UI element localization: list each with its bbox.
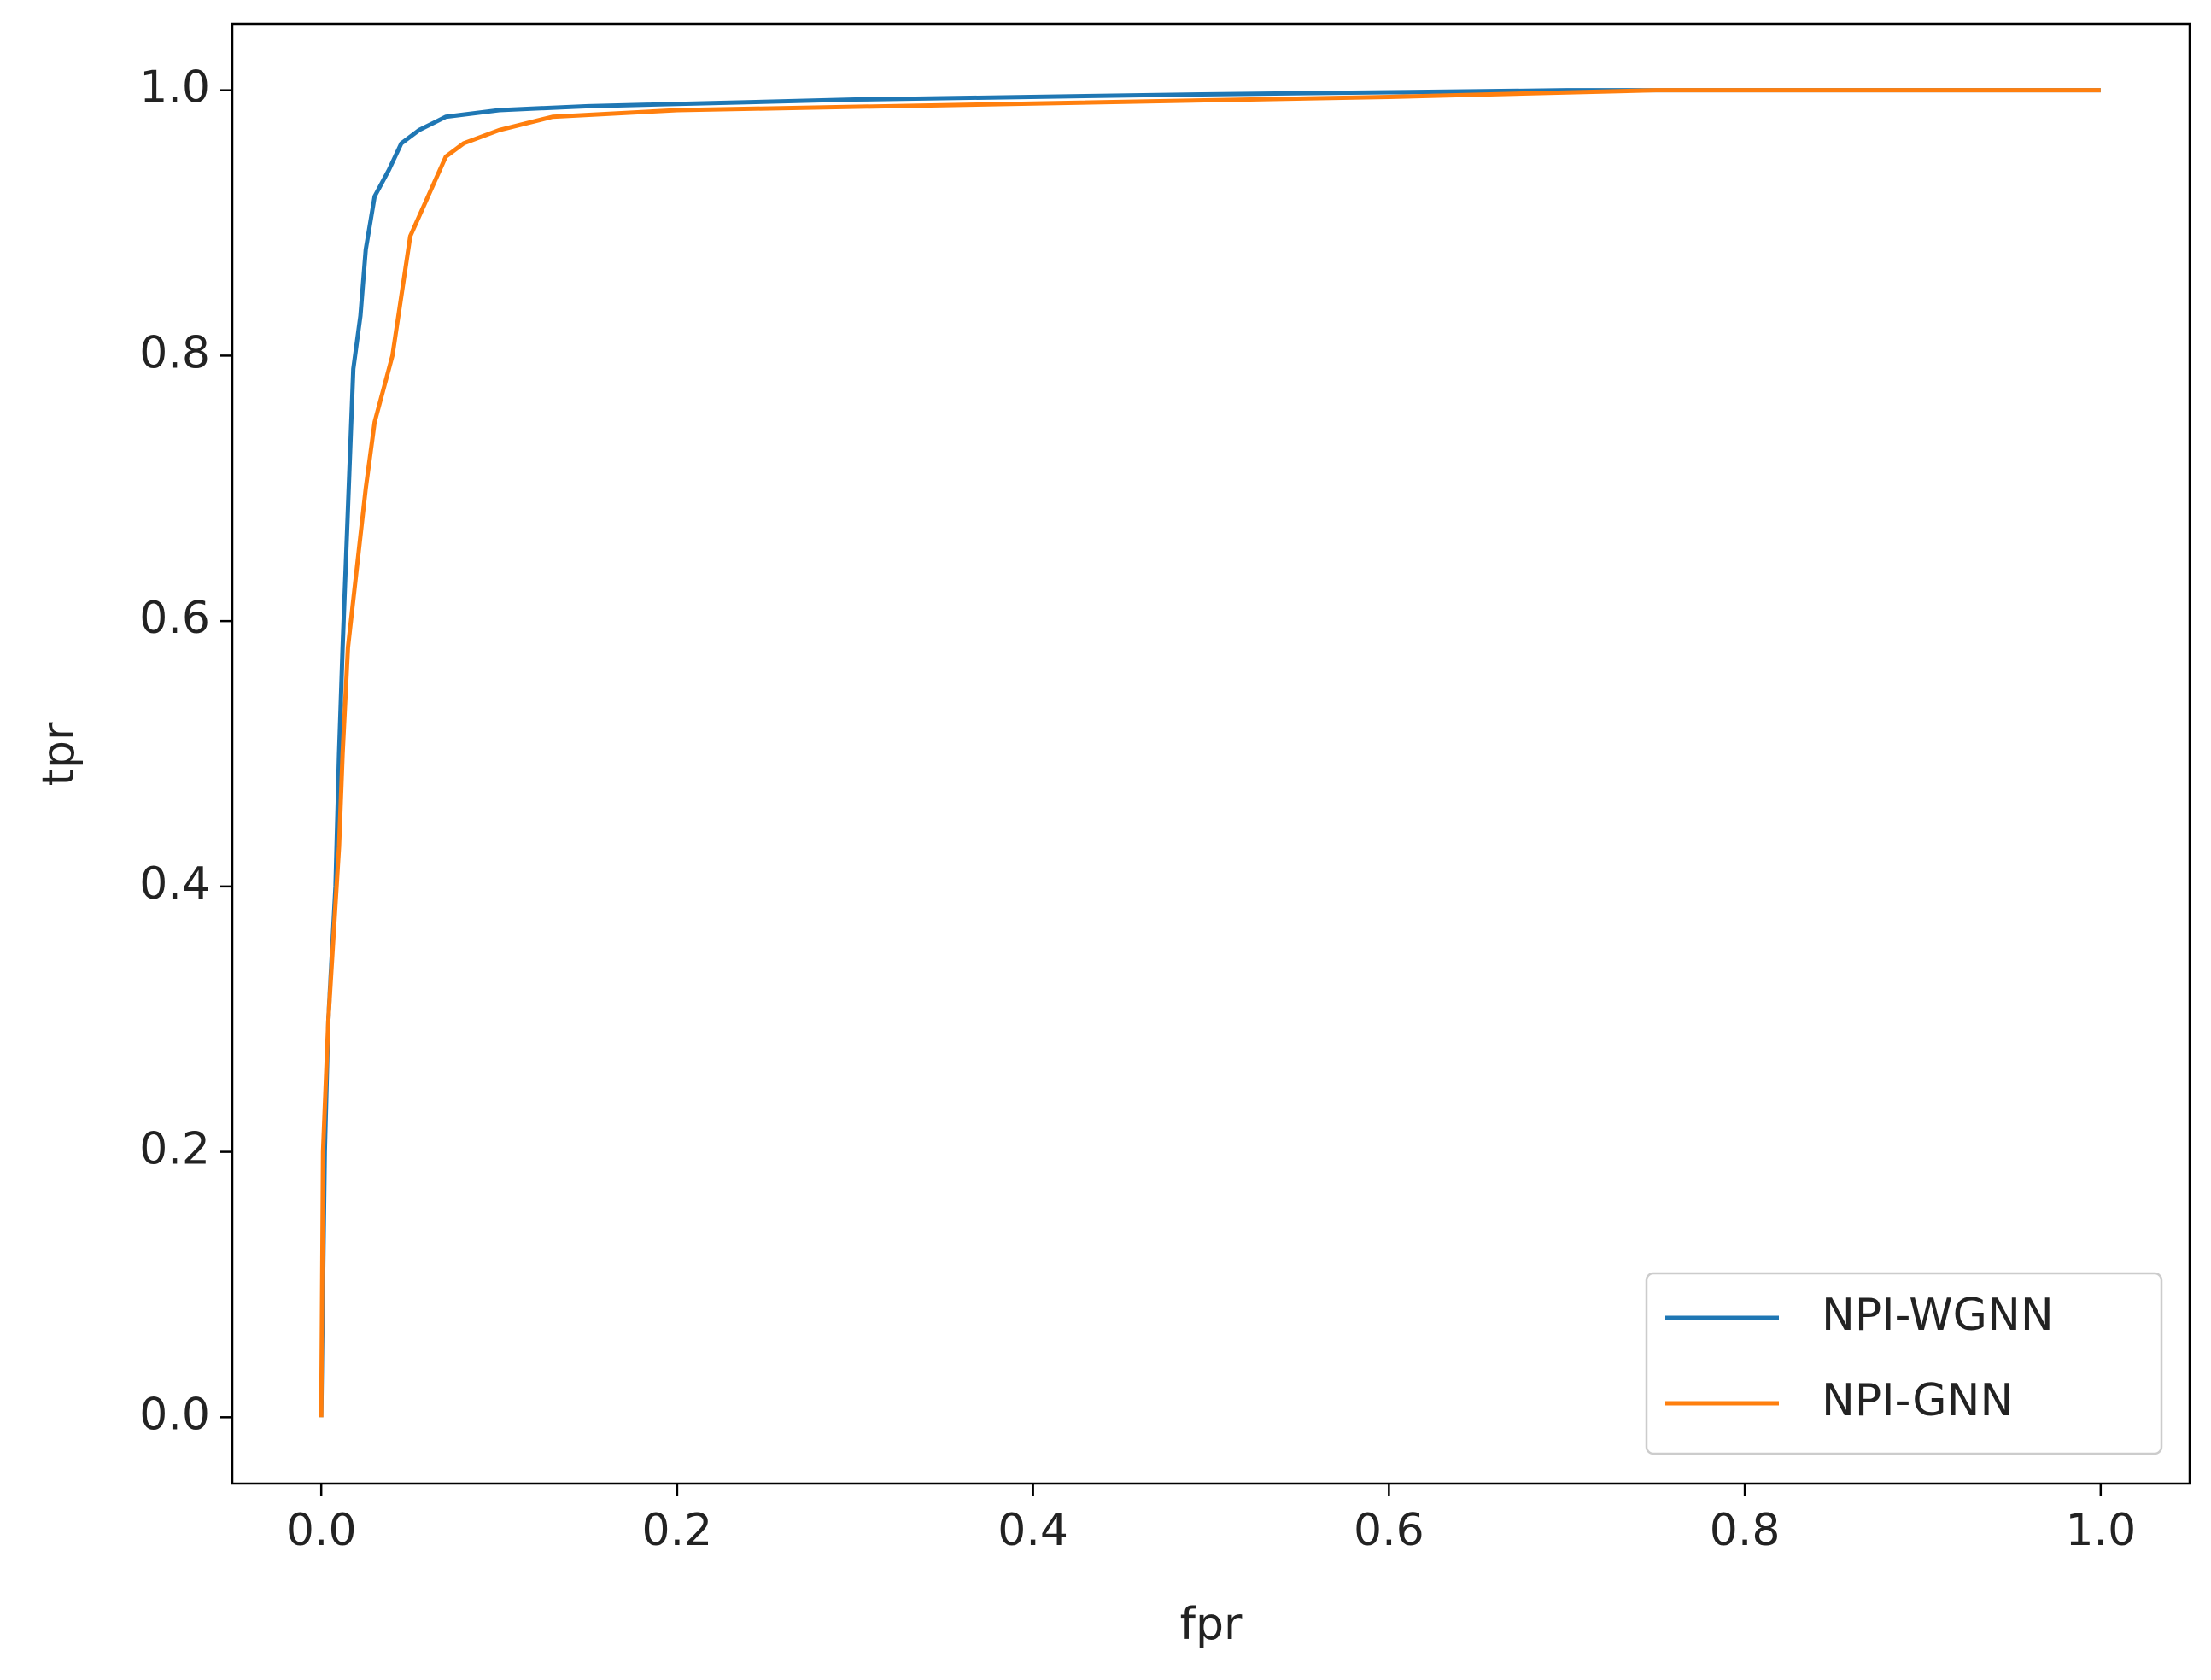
legend-label: NPI-GNN: [1822, 1375, 2013, 1426]
y-tick-label: 0.6: [139, 593, 210, 644]
x-tick-label: 0.4: [997, 1505, 1068, 1556]
x-tick-label: 0.0: [286, 1505, 357, 1556]
legend-label: NPI-WGNN: [1822, 1290, 2054, 1341]
plot-frame: [231, 22, 2191, 1485]
y-tick-label: 0.4: [139, 858, 210, 910]
y-tick-label: 0.2: [139, 1124, 210, 1175]
y-tick-label: 1.0: [139, 62, 210, 114]
x-axis-label: fpr: [1180, 1599, 1243, 1650]
y-tick-label: 0.0: [139, 1389, 210, 1440]
x-tick-label: 1.0: [2065, 1505, 2136, 1556]
line-series: [319, 88, 2101, 1418]
y-tick-label: 0.8: [139, 327, 210, 378]
x-tick-label: 0.6: [1354, 1505, 1424, 1556]
x-tick-label: 0.8: [1710, 1505, 1781, 1556]
y-axis-label: tpr: [33, 722, 85, 786]
x-tick-label: 0.2: [642, 1505, 713, 1556]
line-series: [319, 88, 2101, 1418]
